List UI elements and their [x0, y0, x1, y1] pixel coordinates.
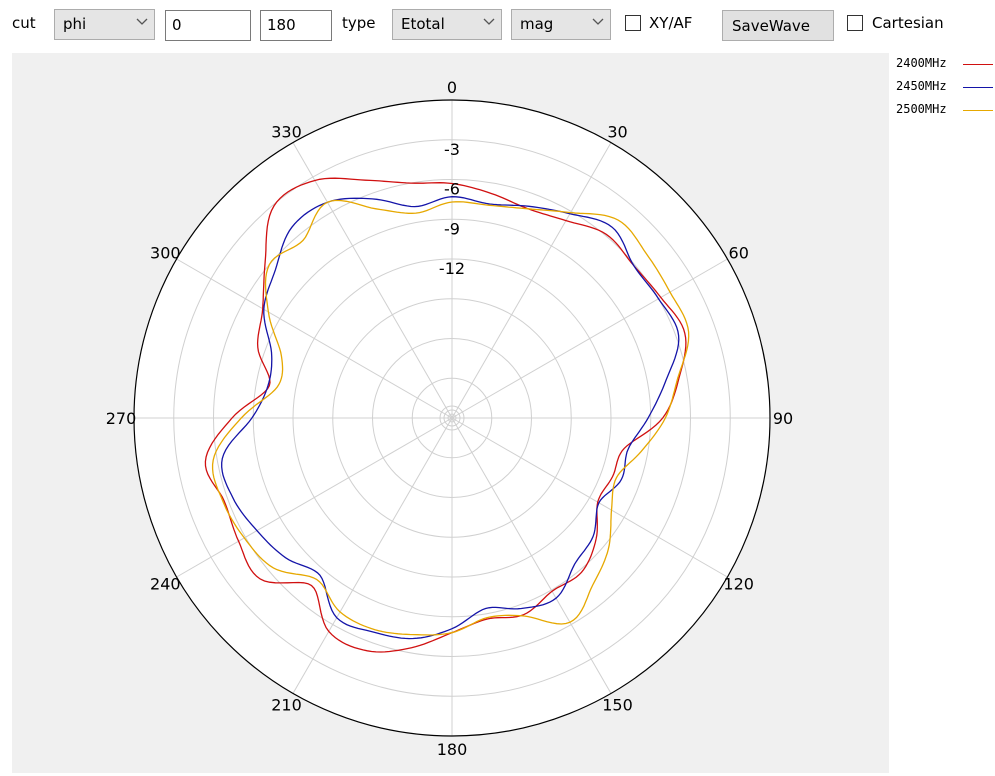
angle-tick-label: 30 [607, 122, 627, 141]
cut-select[interactable]: phi [54, 9, 155, 40]
grid-spoke [451, 417, 612, 694]
cut-select-value: phi [63, 15, 87, 33]
type-select[interactable]: Etotal [392, 9, 502, 40]
chevron-down-icon [483, 18, 495, 25]
polar-labels: 0 30 60 90 120 150 180 210 240 270 300 330 -3 -6 -9 -12 [106, 78, 793, 759]
cartesian-checkbox[interactable] [847, 15, 863, 31]
radial-tick-label: -12 [439, 259, 465, 278]
angle-tick-label: 120 [723, 575, 754, 594]
angle-tick-label: 270 [106, 409, 137, 428]
angle-tick-label: 0 [447, 78, 457, 97]
polar-border [133, 99, 771, 737]
grid-spoke [451, 417, 728, 578]
radial-tick-label: -3 [444, 140, 460, 159]
grid-spoke [451, 258, 728, 419]
angle-tick-label: 210 [271, 696, 302, 715]
angle-tick-label: 150 [602, 696, 633, 715]
angle-tick-label: 330 [271, 122, 302, 141]
xyaf-checkbox[interactable] [625, 15, 641, 31]
save-wave-button[interactable]: SaveWave [722, 10, 834, 41]
chevron-down-icon [592, 18, 604, 25]
grid-spoke [451, 142, 612, 419]
grid-spoke [292, 417, 453, 694]
toolbar: cut phi 0 180 type Etotal mag XY/AF Save… [0, 0, 995, 46]
angle-tick-label: 90 [773, 409, 793, 428]
polar-grid [133, 99, 771, 737]
legend-swatch [963, 110, 993, 111]
legend-label: 2500MHz [896, 102, 947, 116]
mode-select[interactable]: mag [511, 9, 611, 40]
range-start-input[interactable]: 0 [165, 10, 251, 41]
xyaf-label: XY/AF [649, 14, 693, 32]
legend-label: 2400MHz [896, 56, 947, 70]
type-select-value: Etotal [401, 15, 445, 33]
angle-tick-label: 240 [150, 575, 181, 594]
angle-tick-label: 60 [729, 244, 749, 263]
chevron-down-icon [136, 18, 148, 25]
range-end-input[interactable]: 180 [260, 10, 332, 41]
polar-series [204, 177, 690, 653]
type-label: type [342, 14, 376, 32]
angle-tick-label: 300 [150, 244, 181, 263]
legend-swatch [963, 64, 993, 65]
series-line-2500mhz [211, 199, 690, 636]
cartesian-label: Cartesian [872, 14, 944, 32]
grid-spoke [176, 417, 453, 578]
radial-tick-label: -6 [444, 180, 460, 199]
radial-tick-label: -9 [444, 219, 460, 238]
series-line-2450mhz [221, 196, 680, 640]
grid-spoke [292, 142, 453, 419]
cut-label: cut [12, 14, 36, 32]
angle-tick-label: 180 [437, 740, 468, 759]
grid-spoke [176, 258, 453, 419]
legend-swatch [963, 87, 993, 88]
legend-label: 2450MHz [896, 79, 947, 93]
mode-select-value: mag [520, 15, 554, 33]
